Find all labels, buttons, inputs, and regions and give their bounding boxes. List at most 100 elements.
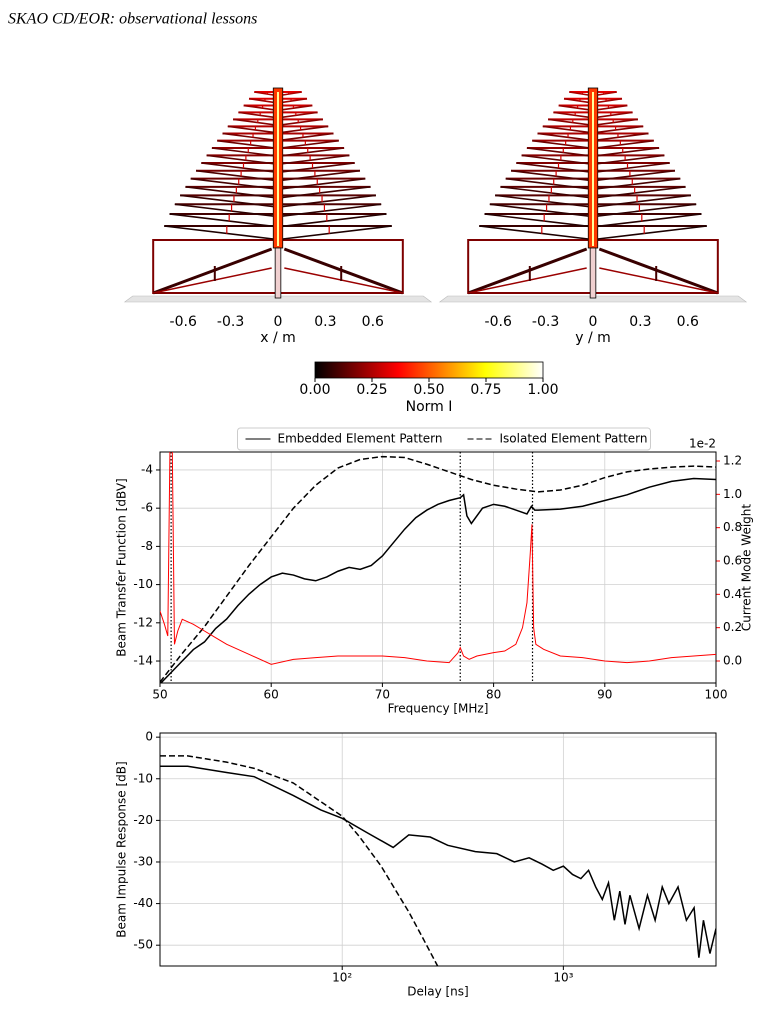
antenna-arm — [282, 154, 350, 165]
antenna-arm — [548, 118, 589, 126]
y-tick-label: -4 — [141, 462, 153, 476]
colorbar — [314, 361, 544, 379]
x-tick-label: 100 — [705, 688, 728, 702]
y2-tick-label: 0.0 — [723, 654, 742, 668]
antenna-panel: -0.6 -0.3 0 0.3 0.6 x / m — [123, 87, 433, 346]
colorbar-tick-label: 0.25 — [356, 382, 387, 398]
plot-area — [160, 755, 716, 966]
antenna-strut — [284, 267, 403, 294]
antenna-arm — [185, 186, 274, 199]
antenna-feed — [589, 247, 597, 299]
antenna-arm — [195, 169, 274, 181]
x-tick-label: 0 — [589, 314, 598, 330]
y-tick-label: -10 — [133, 771, 153, 785]
antenna-arm — [526, 147, 589, 157]
antenna-arm — [169, 213, 274, 228]
antenna-arm — [500, 186, 589, 199]
y2-axis-label: Current Mode Weight — [740, 504, 754, 631]
antenna-arm — [282, 111, 318, 118]
antenna-strut — [152, 247, 273, 295]
antenna-arm — [282, 186, 371, 199]
y-tick-label: 0 — [145, 730, 153, 744]
antenna-arm — [597, 225, 707, 240]
antenna-arm — [537, 132, 589, 141]
antenna-arm — [211, 147, 274, 157]
y2-tick-label: 0.2 — [723, 620, 742, 634]
antenna-arm — [558, 104, 589, 111]
chart: 50 60 70 80 90 100 -14 -12 -10 -8 -6 -4 0.0 0.2 0.4 0.6… — [115, 427, 754, 716]
antenna-arm — [597, 194, 691, 208]
x-tick-label: 80 — [486, 688, 501, 702]
antenna-arm — [597, 169, 676, 181]
colorbar-tick-label: 0.75 — [470, 382, 501, 398]
x-tick-label: 0 — [274, 314, 283, 330]
antenna-arm — [201, 162, 274, 173]
antenna-arm — [282, 203, 382, 217]
y-axis-label: Beam Impulse Response [dB] — [115, 761, 129, 937]
y-tick-label: -40 — [133, 896, 153, 910]
antenna-arm — [248, 97, 274, 104]
legend — [237, 427, 651, 451]
antenna-arm — [563, 97, 589, 104]
ground-plane — [123, 295, 433, 303]
antenna-arm — [597, 154, 665, 165]
antenna-arm — [597, 118, 638, 126]
antenna-arm — [238, 111, 274, 118]
antenna-arm — [521, 154, 589, 165]
antenna-strut — [599, 267, 718, 294]
colorbar-label: Norm I — [406, 399, 453, 415]
antenna-arm — [505, 177, 589, 190]
antenna-arm — [282, 118, 323, 126]
antenna-strut — [153, 267, 272, 294]
antenna-arm — [282, 147, 345, 157]
antenna-arm — [489, 203, 589, 217]
colorbar-tick-label: 0.00 — [299, 382, 330, 398]
antenna-arm — [510, 169, 589, 181]
series-line — [160, 477, 716, 683]
colorbar-tick-label: 1.00 — [527, 382, 558, 398]
antenna-arm — [174, 203, 274, 217]
colorbar-tick-label: 0.50 — [413, 382, 444, 398]
x-tick-label: 10² — [332, 971, 352, 985]
antenna-strut — [283, 247, 404, 295]
x-tick-label: -0.6 — [170, 314, 197, 330]
antenna-arm — [217, 139, 274, 149]
antenna-strut — [598, 247, 719, 295]
legend-label: Embedded Element Pattern — [278, 432, 443, 446]
y2-offset-label: 1e-2 — [689, 437, 716, 451]
antenna-arm — [282, 162, 355, 173]
antenna-arm — [227, 125, 274, 134]
plot-frame — [159, 451, 717, 684]
y-tick-label: -8 — [141, 539, 153, 553]
x-tick-label: 0.6 — [362, 314, 384, 330]
antenna-arm — [282, 194, 376, 208]
y-axis-label: Beam Transfer Function [dBV] — [115, 478, 129, 656]
antenna-arm — [597, 213, 702, 228]
y-tick-label: -6 — [141, 501, 153, 515]
y-tick-label: -20 — [133, 813, 153, 827]
antenna-arm — [597, 162, 670, 173]
antenna-panel: -0.6 -0.3 0 0.3 0.6 y / m — [438, 87, 748, 346]
y-tick-label: -10 — [133, 577, 153, 591]
antenna-arm — [542, 125, 589, 134]
antenna-arm — [597, 186, 686, 199]
antenna-arm — [282, 91, 302, 96]
chart: 10² 10³ 0 -10 -20 -30 -40 -50 Delay [ns] Beam Imp… — [115, 730, 717, 999]
x-tick-label: 60 — [264, 688, 279, 702]
antenna-arm — [597, 132, 649, 141]
antenna-arm — [597, 104, 628, 111]
antenna-arm — [495, 194, 589, 208]
y2-tick-label: 0.4 — [723, 587, 742, 601]
ground-plane — [438, 295, 748, 303]
antenna-arm — [206, 154, 274, 165]
antenna-arm — [164, 225, 274, 240]
plot-area — [160, 452, 716, 683]
running-title: SKAO CD/EOR: observational lessons — [8, 11, 257, 28]
x-tick-label: -0.3 — [532, 314, 559, 330]
antenna-arm — [190, 177, 274, 190]
antenna-strut — [467, 247, 588, 295]
antenna-arm — [597, 125, 644, 134]
antenna-arm — [282, 213, 387, 228]
antenna-arm — [282, 104, 313, 111]
